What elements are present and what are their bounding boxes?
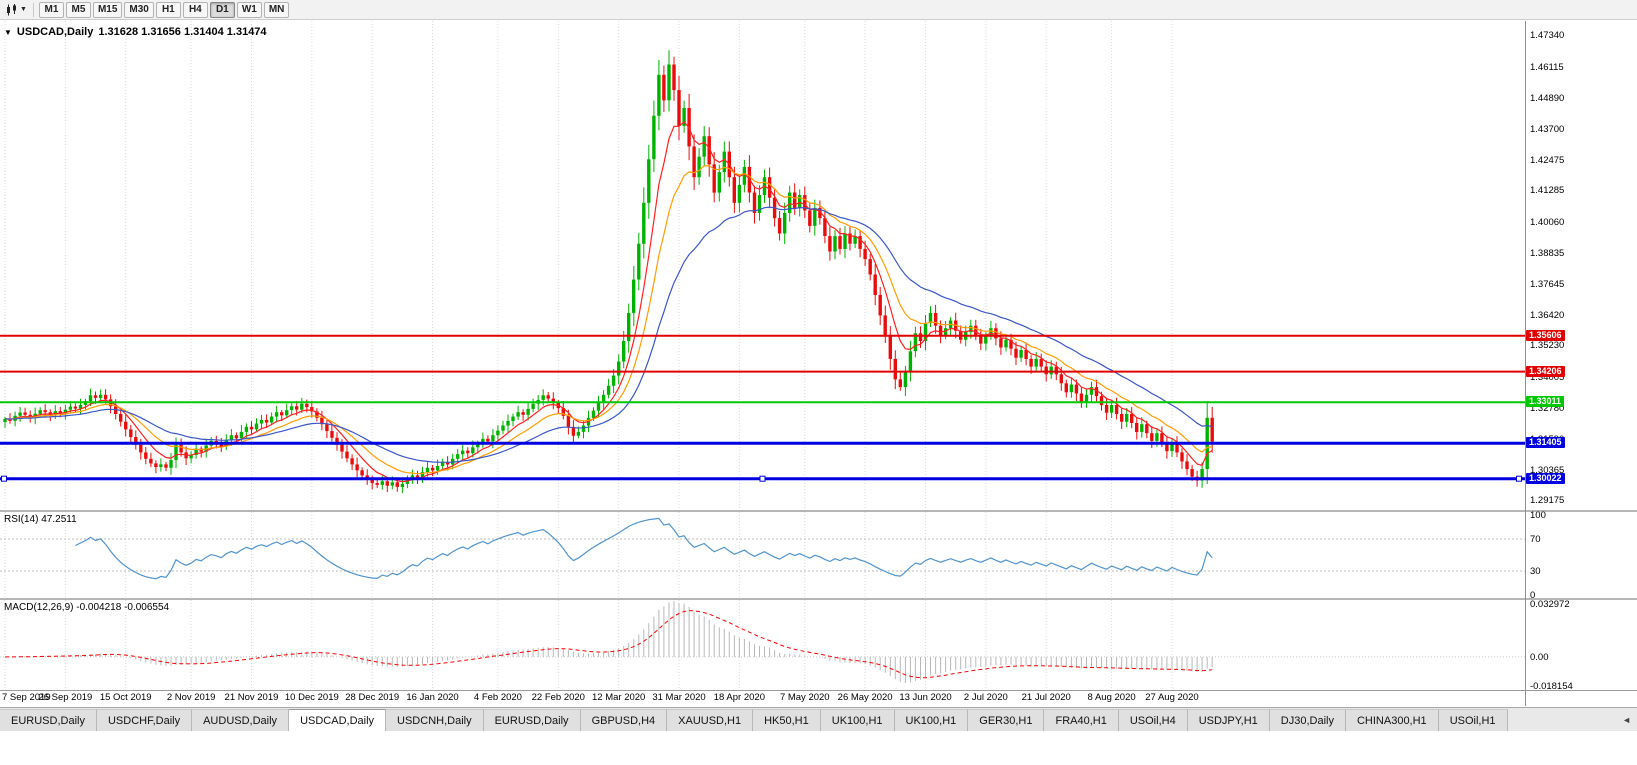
price-scale-border (1525, 21, 1526, 706)
panel-separator[interactable] (0, 598, 1637, 600)
chevron-down-icon: ▼ (20, 6, 27, 13)
timeframe-button-mn[interactable]: MN (263, 1, 290, 18)
chart-tab-uk100-h1[interactable]: UK100,H1 (894, 709, 969, 731)
date-axis-label: 18 Apr 2020 (713, 692, 765, 703)
price-axis-label: 1.41285 (1530, 185, 1565, 197)
chart-tab-audusd-daily[interactable]: AUDUSD,Daily (192, 709, 290, 731)
chart-tab-uk100-h1[interactable]: UK100,H1 (820, 709, 895, 731)
chart-ohlc-values: 1.31628 1.31656 1.31404 1.31474 (98, 26, 267, 38)
down-triangle-icon: ▼ (4, 27, 12, 37)
date-axis-label: 2 Nov 2019 (166, 692, 216, 703)
price-axis-label: 1.30365 (1530, 464, 1565, 476)
chart-tab-hk50-h1[interactable]: HK50,H1 (753, 709, 821, 731)
timeframe-button-m1[interactable]: M1 (38, 1, 64, 18)
candlestick-chart-dropdown-icon[interactable]: ▼ (5, 3, 27, 16)
chart-tab-usoil-h4[interactable]: USOil,H4 (1118, 709, 1188, 731)
date-axis-label: 13 Jun 2020 (899, 692, 952, 703)
chart-tab-xauusd-h1[interactable]: XAUUSD,H1 (667, 709, 754, 731)
macd-axis-label: -0.018154 (1530, 681, 1573, 692)
rsi-axis-label: 100 (1530, 510, 1546, 521)
price-axis-label: 1.34005 (1530, 371, 1565, 383)
main-chart-canvas[interactable] (0, 21, 1525, 510)
date-axis-label: 21 Jul 2020 (1021, 692, 1071, 703)
date-axis-label: 8 Aug 2020 (1087, 692, 1136, 703)
price-axis-label: 1.36420 (1530, 309, 1565, 321)
chart-tab-usdcnh-daily[interactable]: USDCNH,Daily (386, 709, 484, 731)
macd-axis-label: 0.032972 (1530, 599, 1570, 610)
hline-price-label: 1.33011 (1526, 396, 1565, 408)
price-axis-label: 1.32780 (1530, 403, 1565, 415)
timeframe-toolbar: ▼ M1 M5 M15 M30 H1 H4 D1 W1 MN (0, 0, 1637, 20)
toolbar-separator (32, 2, 34, 17)
chart-tab-usdchf-daily[interactable]: USDCHF,Daily (96, 709, 193, 731)
rsi-axis-label: 30 (1530, 566, 1541, 577)
macd-panel-canvas[interactable] (0, 600, 1525, 690)
date-axis-label: 28 Dec 2019 (345, 692, 400, 703)
date-axis-label: 2 Jul 2020 (963, 692, 1008, 703)
price-axis-label: 1.47340 (1530, 30, 1565, 42)
date-axis-label: 22 Feb 2020 (531, 692, 585, 703)
candlestick-icon (7, 3, 16, 15)
price-axis-label: 1.43700 (1530, 123, 1565, 135)
timeframe-button-w1[interactable]: W1 (236, 1, 262, 18)
date-axis-label: 31 Mar 2020 (652, 692, 706, 703)
hline-price-label: 1.35606 (1526, 329, 1565, 341)
date-axis-label: 16 Jan 2020 (406, 692, 459, 703)
date-axis-label: 7 Sep 2019 (2, 692, 51, 703)
time-axis-line (0, 690, 1637, 691)
date-axis-label: 26 May 2020 (837, 692, 893, 703)
hline-price-label: 1.31405 (1526, 437, 1565, 449)
chart-symbol-title: USDCAD,Daily (16, 26, 94, 38)
date-axis-label: 26 Sep 2019 (38, 692, 93, 703)
timeframe-button-m15[interactable]: M15 (92, 1, 123, 18)
chart-tab-china300-h1[interactable]: CHINA300,H1 (1345, 709, 1439, 731)
timeframe-button-d1[interactable]: D1 (209, 1, 235, 18)
timeframe-button-h1[interactable]: H1 (155, 1, 181, 18)
date-axis-label: 15 Oct 2019 (99, 692, 152, 703)
rsi-panel-canvas[interactable] (0, 512, 1525, 598)
hline-price-label: 1.30022 (1526, 472, 1565, 484)
date-axis-label: 10 Dec 2019 (284, 692, 339, 703)
date-axis-label: 4 Feb 2020 (473, 692, 522, 703)
hline-price-label: 1.34206 (1526, 365, 1565, 377)
price-axis-label: 1.37645 (1530, 278, 1565, 290)
chart-tab-gbpusd-h4[interactable]: GBPUSD,H4 (580, 709, 668, 731)
macd-label: MACD(12,26,9) -0.004218 -0.006554 (4, 602, 170, 613)
rsi-axis-label: 0 (1530, 590, 1536, 601)
date-axis-label: 27 Aug 2020 (1145, 692, 1199, 703)
chart-tab-usoil-h1[interactable]: USOil,H1 (1438, 709, 1508, 731)
macd-axis-label: 0.00 (1530, 651, 1549, 663)
date-axis-label: 7 May 2020 (779, 692, 830, 703)
price-axis-label: 1.46115 (1530, 61, 1564, 73)
timeframe-button-m30[interactable]: M30 (124, 1, 154, 18)
chart-tab-ger30-h1[interactable]: GER30,H1 (968, 709, 1045, 731)
chart-tab-fra40-h1[interactable]: FRA40,H1 (1044, 709, 1119, 731)
date-axis-label: 12 Mar 2020 (591, 692, 646, 703)
chart-tab-bar: EURUSD,Daily USDCHF,Daily AUDUSD,Daily USDC… (0, 707, 1637, 731)
chart-tab-dj30-daily[interactable]: DJ30,Daily (1269, 709, 1346, 731)
chart-tab-eurusd-daily[interactable]: EURUSD,Daily (0, 709, 97, 731)
timeframe-button-m5[interactable]: M5 (65, 1, 91, 18)
timeframe-button-h4[interactable]: H4 (182, 1, 208, 18)
chart-tab-usdcad-daily[interactable]: USDCAD,Daily (289, 709, 387, 731)
rsi-axis-label: 70 (1530, 534, 1541, 545)
price-axis-label: 1.44890 (1530, 93, 1565, 105)
price-axis-label: 1.40060 (1530, 216, 1565, 228)
price-axis-label: 1.42475 (1530, 154, 1565, 166)
panel-separator[interactable] (0, 510, 1637, 512)
chart-title: ▼ USDCAD,Daily 1.31628 1.31656 1.31404 1… (4, 26, 267, 38)
chart-tab-usdjpy-h1[interactable]: USDJPY,H1 (1187, 709, 1270, 731)
tab-scroll-left-button[interactable]: ◄ (1622, 714, 1631, 725)
price-axis-label: 1.29175 (1530, 495, 1565, 507)
date-axis-label: 21 Nov 2019 (224, 692, 279, 703)
price-axis-label: 1.38835 (1530, 248, 1565, 260)
chart-tab-eurusd-daily[interactable]: EURUSD,Daily (483, 709, 581, 731)
price-axis-label: 1.35230 (1530, 340, 1565, 352)
rsi-label: RSI(14) 47.2511 (4, 514, 77, 525)
